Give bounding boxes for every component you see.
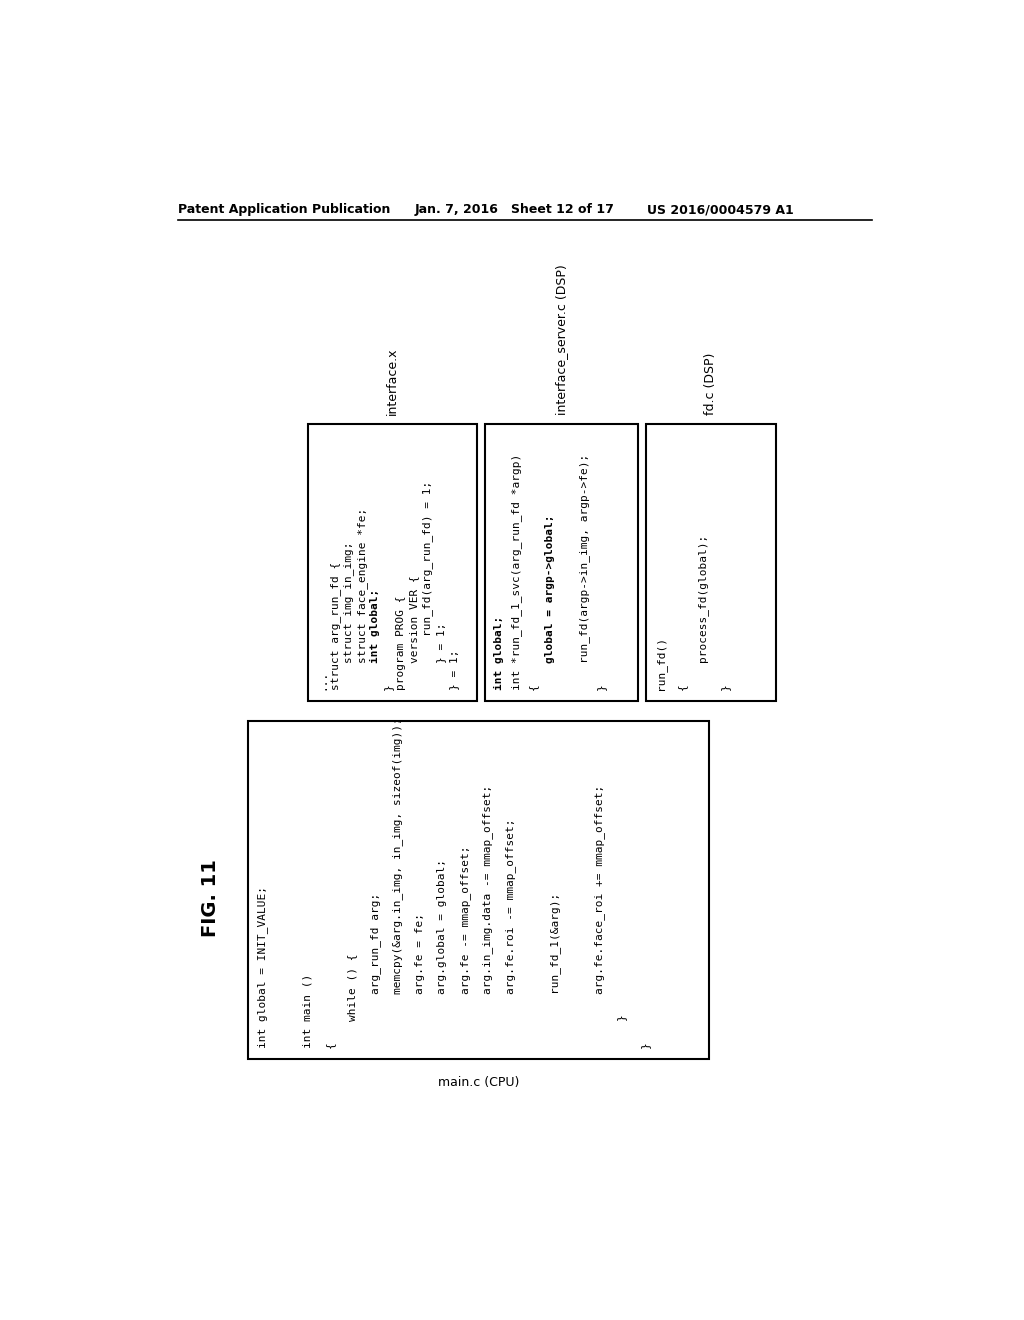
Text: memcpy(&arg.in_img, in_img, sizeof(img));: memcpy(&arg.in_img, in_img, sizeof(img))… <box>392 717 403 1048</box>
Text: arg.fe -= mmap_offset;: arg.fe -= mmap_offset; <box>460 845 471 1048</box>
Text: {: { <box>677 682 687 689</box>
Text: }: } <box>640 1041 649 1048</box>
Text: main.c (CPU): main.c (CPU) <box>438 1076 519 1089</box>
Text: arg.fe.face_roi += mmap_offset;: arg.fe.face_roi += mmap_offset; <box>595 784 605 1048</box>
Text: }: } <box>720 682 730 689</box>
Bar <box>484 424 638 701</box>
Text: struct arg_run_fd {: struct arg_run_fd { <box>331 561 341 689</box>
Text: arg.fe.roi -= mmap_offset;: arg.fe.roi -= mmap_offset; <box>505 818 515 1048</box>
Text: int global;: int global; <box>494 615 504 689</box>
Text: run_fd(argp->in_img, argp->fe);: run_fd(argp->in_img, argp->fe); <box>579 454 590 689</box>
Text: int *run_fd_1_svc(arg_run_fd *argp): int *run_fd_1_svc(arg_run_fd *argp) <box>511 454 522 689</box>
Text: version VER {: version VER { <box>410 576 419 689</box>
Text: Patent Application Publication: Patent Application Publication <box>178 203 391 216</box>
Text: fd.c (DSP): fd.c (DSP) <box>705 352 717 414</box>
Text: interface_server.c (DSP): interface_server.c (DSP) <box>555 264 567 414</box>
Text: } = 1;: } = 1; <box>435 622 445 689</box>
Text: US 2016/0004579 A1: US 2016/0004579 A1 <box>647 203 794 216</box>
Text: int global = INIT_VALUE;: int global = INIT_VALUE; <box>257 886 268 1048</box>
Text: }: } <box>383 682 393 689</box>
Text: ...: ... <box>317 669 327 689</box>
Text: {: { <box>325 1041 335 1048</box>
Bar <box>248 721 710 1059</box>
Text: struct face_engine *fe;: struct face_engine *fe; <box>356 507 368 689</box>
Text: arg_run_fd arg;: arg_run_fd arg; <box>370 892 381 1048</box>
Text: process_fd(global);: process_fd(global); <box>698 535 710 689</box>
Text: } = 1;: } = 1; <box>449 649 459 689</box>
Text: struct img in_img;: struct img in_img; <box>343 541 354 689</box>
Text: run_fd(arg_run_fd) = 1;: run_fd(arg_run_fd) = 1; <box>423 480 433 689</box>
Text: int global;: int global; <box>370 589 380 689</box>
Text: FIG. 11: FIG. 11 <box>202 859 220 936</box>
Bar <box>646 424 776 701</box>
Text: while () {: while () { <box>347 953 357 1048</box>
Text: {: { <box>528 682 538 689</box>
Text: run_fd_1(&arg);: run_fd_1(&arg); <box>550 892 560 1048</box>
Text: arg.fe = fe;: arg.fe = fe; <box>415 912 425 1048</box>
Text: run_fd(): run_fd() <box>655 636 666 689</box>
Text: global = argp->global;: global = argp->global; <box>545 515 555 689</box>
Text: interface.x: interface.x <box>386 347 398 414</box>
Text: int main (): int main () <box>302 974 312 1048</box>
Text: }: } <box>617 1014 627 1048</box>
Bar <box>308 424 477 701</box>
Text: arg.in_img.data -= mmap_offset;: arg.in_img.data -= mmap_offset; <box>482 784 494 1048</box>
Text: }: } <box>596 682 606 689</box>
Text: Jan. 7, 2016   Sheet 12 of 17: Jan. 7, 2016 Sheet 12 of 17 <box>415 203 614 216</box>
Text: program PROG {: program PROG { <box>396 595 407 689</box>
Text: arg.global = global;: arg.global = global; <box>437 859 447 1048</box>
